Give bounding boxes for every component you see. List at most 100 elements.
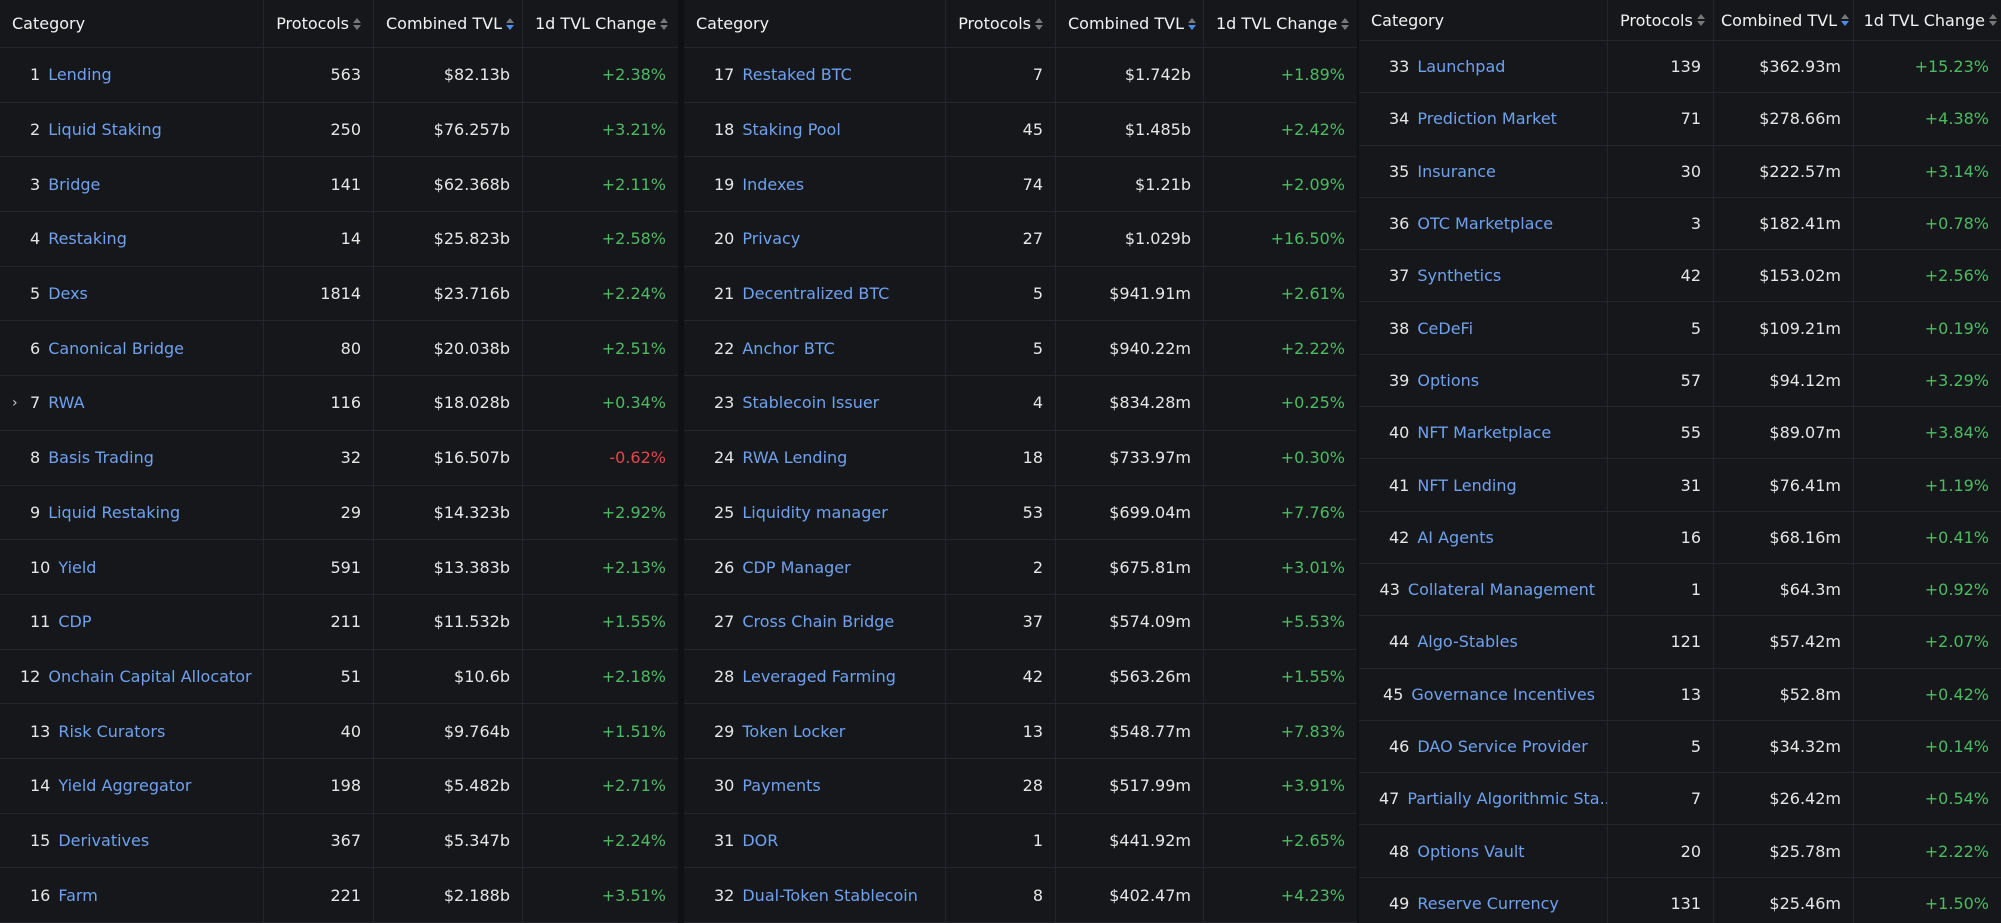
category-link[interactable]: Restaking	[48, 229, 127, 249]
category-link[interactable]: DAO Service Provider	[1417, 737, 1588, 756]
category-link[interactable]: Cross Chain Bridge	[742, 612, 895, 632]
category-link[interactable]: Canonical Bridge	[48, 338, 184, 358]
category-link[interactable]: Anchor BTC	[742, 338, 835, 358]
table-row: 4 Restaking 14 $25.823b +2.58%	[0, 212, 678, 267]
category-link[interactable]: CeDeFi	[1417, 318, 1474, 338]
protocols: 5	[1690, 318, 1701, 338]
category-link[interactable]: Payments	[742, 776, 821, 796]
rank: 24	[714, 448, 735, 468]
category-link[interactable]: Token Locker	[742, 721, 846, 741]
category-link[interactable]: Liquid Staking	[48, 120, 162, 140]
header-label: 1d TVL Change	[1216, 14, 1338, 33]
table-row: 21 Decentralized BTC 5 $941.91m +2.61%	[684, 266, 1357, 322]
protocols: 18	[1022, 448, 1043, 468]
protocols-cell: 14	[264, 212, 374, 266]
header-cell[interactable]: Protocols	[1608, 0, 1714, 40]
category-link[interactable]: Yield Aggregator	[58, 776, 192, 796]
category-link[interactable]: Bridge	[48, 174, 101, 194]
category-link[interactable]: Risk Curators	[58, 721, 166, 741]
tvl-cell: $699.04m	[1056, 485, 1204, 540]
category-link[interactable]: RWA	[48, 393, 85, 413]
category-link[interactable]: Options	[1417, 370, 1480, 390]
table-row: 6 Canonical Bridge 80 $20.038b +2.51%	[0, 321, 678, 377]
tvl-cell: $68.16m	[1714, 511, 1854, 563]
category-link[interactable]: OTC Marketplace	[1417, 214, 1554, 234]
header-cell[interactable]: Protocols	[264, 0, 374, 47]
category-link[interactable]: Dual-Token Stablecoin	[742, 885, 918, 905]
category-link[interactable]: Collateral Management	[1407, 580, 1595, 600]
category-link[interactable]: Leveraged Farming	[742, 666, 896, 686]
rank: 44	[1389, 632, 1410, 652]
protocols: 221	[330, 885, 361, 905]
change-cell: +3.21%	[523, 103, 678, 157]
category-link[interactable]: NFT Marketplace	[1417, 423, 1552, 443]
category-link[interactable]: Decentralized BTC	[742, 284, 890, 304]
category-link[interactable]: Derivatives	[58, 830, 150, 850]
protocols-cell: 1	[1608, 563, 1714, 616]
rank: 42	[1389, 527, 1410, 547]
change-cell: +2.11%	[523, 157, 678, 211]
tvl-cell: $5.347b	[374, 813, 523, 868]
expand-toggle[interactable]: ›	[12, 394, 18, 411]
category-link[interactable]: Governance Incentives	[1411, 684, 1595, 704]
tvl-cell: $675.81m	[1056, 540, 1204, 594]
tvl-change: +4.23%	[1280, 885, 1345, 905]
rank: 30	[714, 776, 735, 796]
category-cell: 34 Prediction Market	[1359, 93, 1608, 145]
category-link[interactable]: Privacy	[742, 229, 801, 249]
category-link[interactable]: Insurance	[1417, 161, 1496, 181]
category-link[interactable]: AI Agents	[1417, 527, 1494, 547]
category-link[interactable]: CDP Manager	[742, 557, 851, 577]
header-cell[interactable]: Combined TVL	[1056, 0, 1204, 47]
header-cell[interactable]: Protocols	[946, 0, 1056, 47]
header-cell[interactable]: Combined TVL	[374, 0, 523, 47]
category-cell: 35 Insurance	[1359, 145, 1608, 197]
tvl: $13.383b	[433, 557, 510, 577]
tvl-change: +2.56%	[1924, 266, 1989, 286]
tvl-change: +3.84%	[1924, 423, 1989, 443]
category-link[interactable]: Liquidity manager	[742, 502, 888, 522]
tvl-cell: $940.22m	[1056, 321, 1204, 376]
category-link[interactable]: Partially Algorithmic Sta...	[1407, 789, 1608, 809]
header-cell[interactable]: 1d TVL Change	[1204, 0, 1357, 47]
category-link[interactable]: Reserve Currency	[1417, 893, 1559, 913]
category-link[interactable]: Options Vault	[1417, 841, 1525, 861]
tvl-change: +2.51%	[601, 338, 666, 358]
category-link[interactable]: Staking Pool	[742, 120, 841, 140]
table-row: 12 Onchain Capital Allocator 51 $10.6b +2.18…	[0, 649, 678, 705]
category-link[interactable]: Onchain Capital Allocator	[48, 666, 252, 686]
category-link[interactable]: Prediction Market	[1417, 109, 1557, 129]
tvl: $402.47m	[1109, 885, 1191, 905]
header-cell[interactable]: Combined TVL	[1714, 0, 1854, 40]
header-cell[interactable]: 1d TVL Change	[523, 0, 678, 47]
category-link[interactable]: RWA Lending	[742, 448, 848, 468]
protocols-cell: 40	[264, 704, 374, 758]
header-cell[interactable]: 1d TVL Change	[1854, 0, 2001, 40]
category-link[interactable]: Launchpad	[1417, 57, 1506, 77]
category-link[interactable]: Restaked BTC	[742, 65, 852, 85]
category-link[interactable]: Stablecoin Issuer	[742, 393, 880, 413]
tvl-change: +0.25%	[1280, 393, 1345, 413]
category-link[interactable]: Basis Trading	[48, 448, 154, 468]
category-link[interactable]: Algo-Stables	[1417, 632, 1518, 652]
rank: 9	[30, 502, 41, 522]
category-link[interactable]: Yield	[58, 557, 97, 577]
category-link[interactable]: DOR	[742, 830, 779, 850]
category-cell: 18 Staking Pool	[684, 102, 946, 157]
category-link[interactable]: Indexes	[742, 174, 805, 194]
category-link[interactable]: CDP	[58, 612, 92, 632]
category-link[interactable]: Liquid Restaking	[48, 502, 181, 522]
category-link[interactable]: Lending	[48, 65, 112, 85]
change-cell: +0.41%	[1854, 512, 2001, 563]
tvl: $76.41m	[1769, 475, 1841, 495]
tvl-change: +7.76%	[1280, 502, 1345, 522]
change-cell: +2.42%	[1204, 103, 1357, 157]
category-link[interactable]: Synthetics	[1417, 266, 1502, 286]
category-cell: 20 Privacy	[684, 212, 946, 266]
protocols: 51	[340, 666, 361, 686]
category-link[interactable]: Dexs	[48, 284, 88, 304]
category-link[interactable]: NFT Lending	[1417, 475, 1517, 495]
category-link[interactable]: Farm	[58, 885, 98, 905]
protocols: 55	[1680, 423, 1701, 443]
table-row: 44 Algo-Stables 121 $57.42m +2.07%	[1359, 616, 2001, 669]
